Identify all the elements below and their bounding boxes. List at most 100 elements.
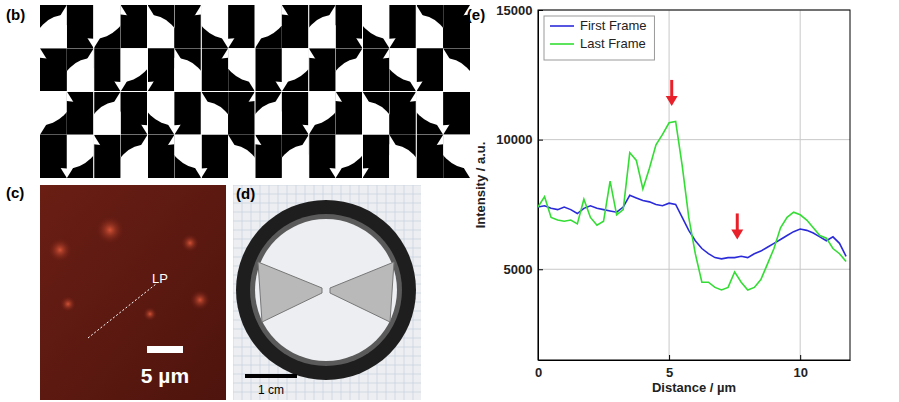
scale-bar-label: 1 cm: [258, 383, 284, 397]
tile-arc: [67, 101, 94, 135]
pattern-tile: [309, 5, 336, 48]
tile-arc: [40, 15, 67, 49]
arrow-head: [666, 96, 678, 106]
grid-line: [669, 10, 670, 360]
tile-arc: [255, 101, 282, 135]
grid: [538, 10, 850, 360]
tile-arc: [309, 135, 336, 169]
pattern-tile: [309, 92, 336, 135]
tile-arc: [67, 135, 94, 169]
tile-arc: [201, 101, 228, 135]
pattern-tile: [148, 92, 175, 135]
pattern-tile: [336, 5, 363, 48]
tile-arc: [443, 92, 470, 126]
tick-mark: [669, 355, 670, 360]
pattern-tile: [363, 92, 390, 135]
paper: [233, 185, 421, 400]
tile-arc: [201, 135, 228, 169]
panel-label: (e): [467, 6, 485, 23]
pattern-tile: [336, 135, 363, 178]
y-axis: 50001000015000: [496, 3, 543, 361]
bright-spot: [143, 307, 157, 321]
legend: First Frame Last Frame: [544, 16, 654, 60]
grid-line: [538, 269, 850, 270]
pattern-tile: [148, 5, 175, 48]
fluorescence-panel: [40, 185, 226, 400]
scale-bar: [147, 346, 183, 353]
tick-mark: [800, 355, 801, 360]
tile-arc: [282, 15, 309, 49]
line-profile: [88, 284, 156, 338]
tile-arc: [148, 15, 175, 49]
pattern-tile: [121, 48, 148, 91]
tile-arc: [416, 48, 443, 82]
bright-spot: [190, 290, 210, 310]
tile-arc: [389, 5, 416, 39]
tile-arc: [228, 48, 255, 82]
pattern-tile: [201, 135, 228, 178]
grid-line: [538, 139, 850, 140]
photo-panel: [233, 185, 421, 400]
pattern-tile: [443, 5, 470, 48]
pattern-tile: [201, 48, 228, 91]
pattern-tile: [40, 48, 67, 91]
tile-arc: [443, 135, 470, 169]
pattern-tile: [255, 48, 282, 91]
data-line: [538, 195, 846, 259]
y-axis-title: Intensity / a.u.: [473, 142, 488, 229]
tile-arc: [174, 15, 201, 49]
pattern-tile: [255, 92, 282, 135]
tick: 10000: [496, 132, 543, 147]
scale-bar: [245, 374, 297, 378]
pattern-tile: [416, 135, 443, 178]
pattern-tile: [443, 48, 470, 91]
legend-label: Last Frame: [580, 36, 646, 51]
pattern-tile: [67, 92, 94, 135]
tile-arc: [228, 144, 255, 178]
tile-arc: [336, 135, 363, 169]
tile-arc: [389, 101, 416, 135]
x-axis-title: Distance / µm: [652, 380, 736, 395]
panel-label: (c): [6, 184, 24, 201]
tile-arc: [416, 144, 443, 178]
tile-arc: [67, 5, 94, 39]
tile-arc: [40, 92, 67, 126]
pattern-tile: [282, 92, 309, 135]
tile-arc: [416, 92, 443, 126]
pattern-tile: [94, 135, 121, 178]
tile-arc: [174, 135, 201, 169]
tile-arc: [363, 135, 390, 169]
holder-inner-ring: [250, 214, 402, 366]
plot-marks: [538, 121, 846, 290]
x-axis: 0510: [535, 355, 851, 380]
pattern-tile: [67, 135, 94, 178]
tile-arc: [121, 48, 148, 82]
pattern-tile: [121, 92, 148, 135]
holder-window: [255, 219, 397, 361]
tick-label: 5: [666, 365, 673, 380]
chart: 051050001000015000First FrameLast Frame: [496, 3, 850, 381]
legend-swatch: [550, 43, 574, 45]
tick: 15000: [496, 3, 543, 18]
pattern-tile: [309, 135, 336, 178]
tick-label: 15000: [496, 3, 532, 18]
tile-arc: [255, 5, 282, 39]
pattern-tile: [94, 5, 121, 48]
pattern-tile: [174, 5, 201, 48]
tile-arc: [174, 92, 201, 126]
pattern-tile: [121, 135, 148, 178]
pattern-tile: [363, 5, 390, 48]
arrow-shaft: [736, 213, 739, 231]
pattern-tile: [282, 5, 309, 48]
tile-arc: [282, 92, 309, 126]
arrow-head: [731, 229, 743, 239]
pattern-panel: [6, 0, 503, 212]
pattern-tile: [309, 48, 336, 91]
pattern-tile: [336, 48, 363, 91]
bright-spot: [48, 238, 72, 262]
legend-label: First Frame: [580, 18, 646, 33]
tile-arc: [148, 92, 175, 126]
pattern-tile: [40, 92, 67, 135]
plot-frame: [538, 10, 850, 360]
pattern-tile: [389, 5, 416, 48]
